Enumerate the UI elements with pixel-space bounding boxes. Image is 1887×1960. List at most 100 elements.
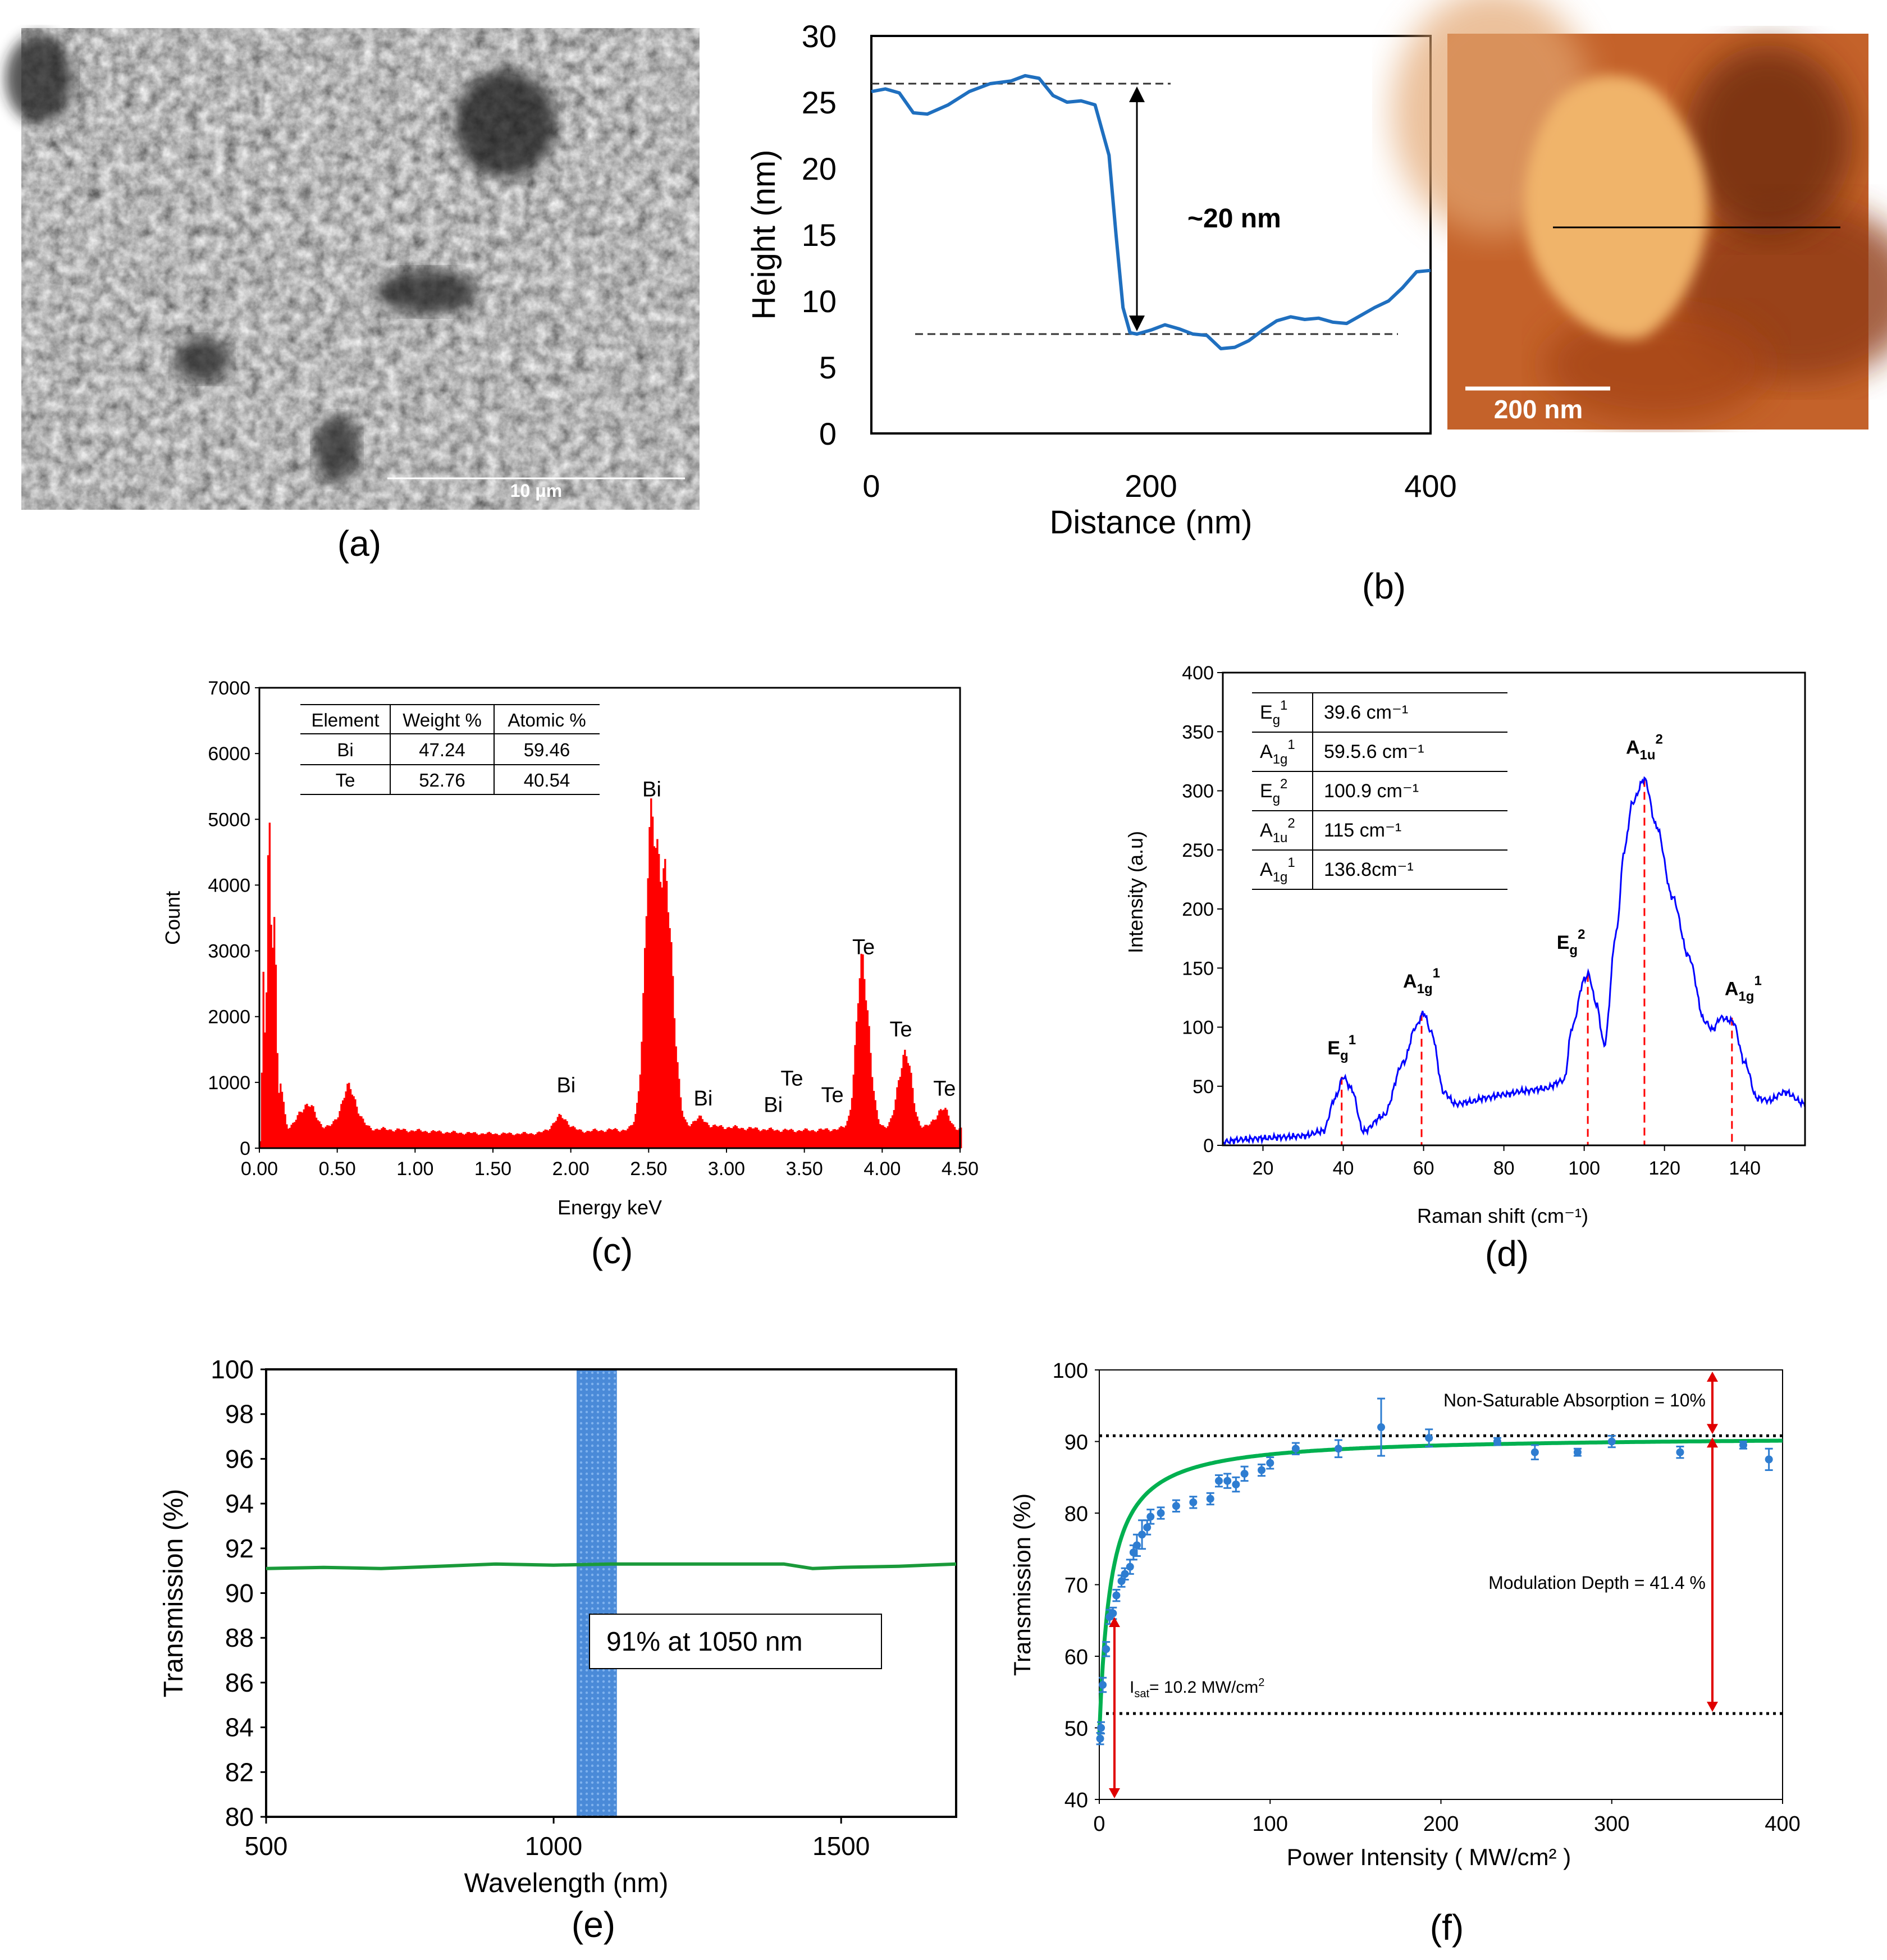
- edx-bar: [476, 1134, 478, 1148]
- edx-bar: [497, 1135, 500, 1148]
- y-tick-label: 200: [1182, 899, 1214, 920]
- edx-bar: [915, 1112, 917, 1148]
- edx-bar: [743, 1130, 746, 1148]
- edx-bar: [528, 1134, 531, 1148]
- edx-bar: [387, 1130, 389, 1148]
- edx-bar: [486, 1132, 489, 1148]
- edx-bar: [598, 1131, 601, 1148]
- x-tick-label: 1000: [525, 1831, 582, 1861]
- edx-bar: [569, 1127, 572, 1148]
- height-arrow-head-up: [1129, 86, 1145, 102]
- x-tick-label: 60: [1413, 1158, 1434, 1179]
- edx-bar: [591, 1131, 593, 1148]
- edx-bar: [504, 1132, 506, 1148]
- edx-bar: [896, 1087, 898, 1148]
- data-point: [1240, 1469, 1249, 1478]
- x-axis-title: Distance (nm): [1050, 504, 1253, 541]
- afm-scale-label: 200 nm: [1494, 395, 1583, 424]
- y-tick-label: 0: [819, 416, 837, 451]
- edx-bar: [524, 1132, 526, 1148]
- height-annotation: ~20 nm: [1187, 204, 1281, 234]
- edx-bar: [301, 1112, 304, 1148]
- y-tick-label: 7000: [208, 678, 250, 699]
- edx-bar: [748, 1127, 751, 1148]
- edx-bar: [745, 1130, 747, 1148]
- edx-bar: [919, 1125, 922, 1148]
- edx-bar: [549, 1129, 551, 1148]
- y-tick-label: 40: [1064, 1789, 1088, 1812]
- data-point: [1157, 1509, 1165, 1517]
- edx-bar: [589, 1131, 592, 1148]
- edx-bar: [457, 1133, 459, 1148]
- edx-bar: [603, 1132, 606, 1148]
- edx-bar: [807, 1130, 810, 1148]
- y-tick-label: 90: [225, 1579, 254, 1608]
- edx-bar: [862, 954, 864, 1148]
- panel-label-b: (b): [1362, 566, 1406, 606]
- edx-bar: [770, 1127, 773, 1148]
- edx-bar: [532, 1134, 534, 1148]
- edx-bar: [930, 1121, 933, 1148]
- edx-bar: [960, 1127, 962, 1148]
- data-point: [1765, 1455, 1773, 1464]
- y-tick-label: 4000: [208, 875, 250, 896]
- y-tick-label: 98: [225, 1400, 254, 1429]
- y-tick-label: 6000: [208, 743, 250, 765]
- edx-bar: [731, 1128, 733, 1148]
- y-tick-label: 2000: [208, 1007, 250, 1028]
- edx-bar: [898, 1080, 900, 1148]
- edx-bar: [469, 1132, 472, 1148]
- edx-bar: [614, 1128, 616, 1148]
- y-tick-label: 70: [1064, 1574, 1088, 1598]
- edx-bar: [455, 1132, 458, 1148]
- data-point: [1607, 1437, 1616, 1446]
- edx-bar: [729, 1128, 732, 1148]
- edx-bar: [472, 1132, 475, 1148]
- edx-bar: [622, 1130, 624, 1148]
- edx-bar: [835, 1130, 838, 1148]
- edx-bar: [678, 1079, 680, 1148]
- x-axis-title: Energy keV: [558, 1196, 662, 1219]
- edx-bar: [863, 979, 866, 1148]
- edx-bar: [289, 1127, 291, 1148]
- edx-bar: [820, 1129, 822, 1148]
- data-point: [1493, 1437, 1501, 1446]
- x-tick-label: 3.50: [786, 1158, 823, 1180]
- edx-bar: [452, 1130, 455, 1148]
- edx-bar: [675, 1046, 677, 1148]
- edx-bar: [868, 1026, 870, 1148]
- composition-table-bg: [300, 705, 600, 794]
- table-mode-cell: A1u2: [1260, 816, 1295, 846]
- edx-bar: [844, 1125, 847, 1148]
- edx-bar: [727, 1127, 729, 1148]
- panel-b: 0 5 10 15 20 25 30 0 200 400 Distance (nm) Height (…: [746, 0, 1887, 606]
- edx-bar: [918, 1121, 920, 1148]
- edx-bar: [611, 1130, 614, 1148]
- edx-bar: [858, 978, 861, 1148]
- y-tick-label: 50: [1192, 1076, 1214, 1098]
- plot-frame: [258, 687, 961, 1149]
- edx-bar: [320, 1123, 322, 1148]
- edx-bar: [395, 1130, 397, 1148]
- peak-label: Bi: [764, 1094, 783, 1117]
- y-tick-label: 80: [225, 1802, 254, 1831]
- edx-bar: [403, 1129, 405, 1148]
- edx-bar: [681, 1111, 683, 1148]
- edx-bar: [296, 1115, 299, 1148]
- edx-bar: [312, 1106, 314, 1148]
- edx-bar: [451, 1132, 453, 1148]
- edx-bar: [686, 1122, 688, 1148]
- edx-bar: [910, 1072, 912, 1148]
- table-value-cell: 39.6 cm⁻¹: [1324, 702, 1408, 723]
- edx-bar: [323, 1128, 326, 1148]
- edx-bar: [787, 1130, 789, 1148]
- edx-bar: [908, 1066, 911, 1148]
- panel-a: 10 μm (a): [6, 28, 700, 564]
- raman-line: [1222, 776, 1806, 1146]
- edx-bar: [693, 1121, 696, 1148]
- edx-bar: [310, 1105, 313, 1148]
- edx-bar: [355, 1107, 358, 1148]
- edx-bar: [929, 1124, 931, 1148]
- edx-bar: [555, 1121, 558, 1148]
- edx-bar: [432, 1130, 435, 1148]
